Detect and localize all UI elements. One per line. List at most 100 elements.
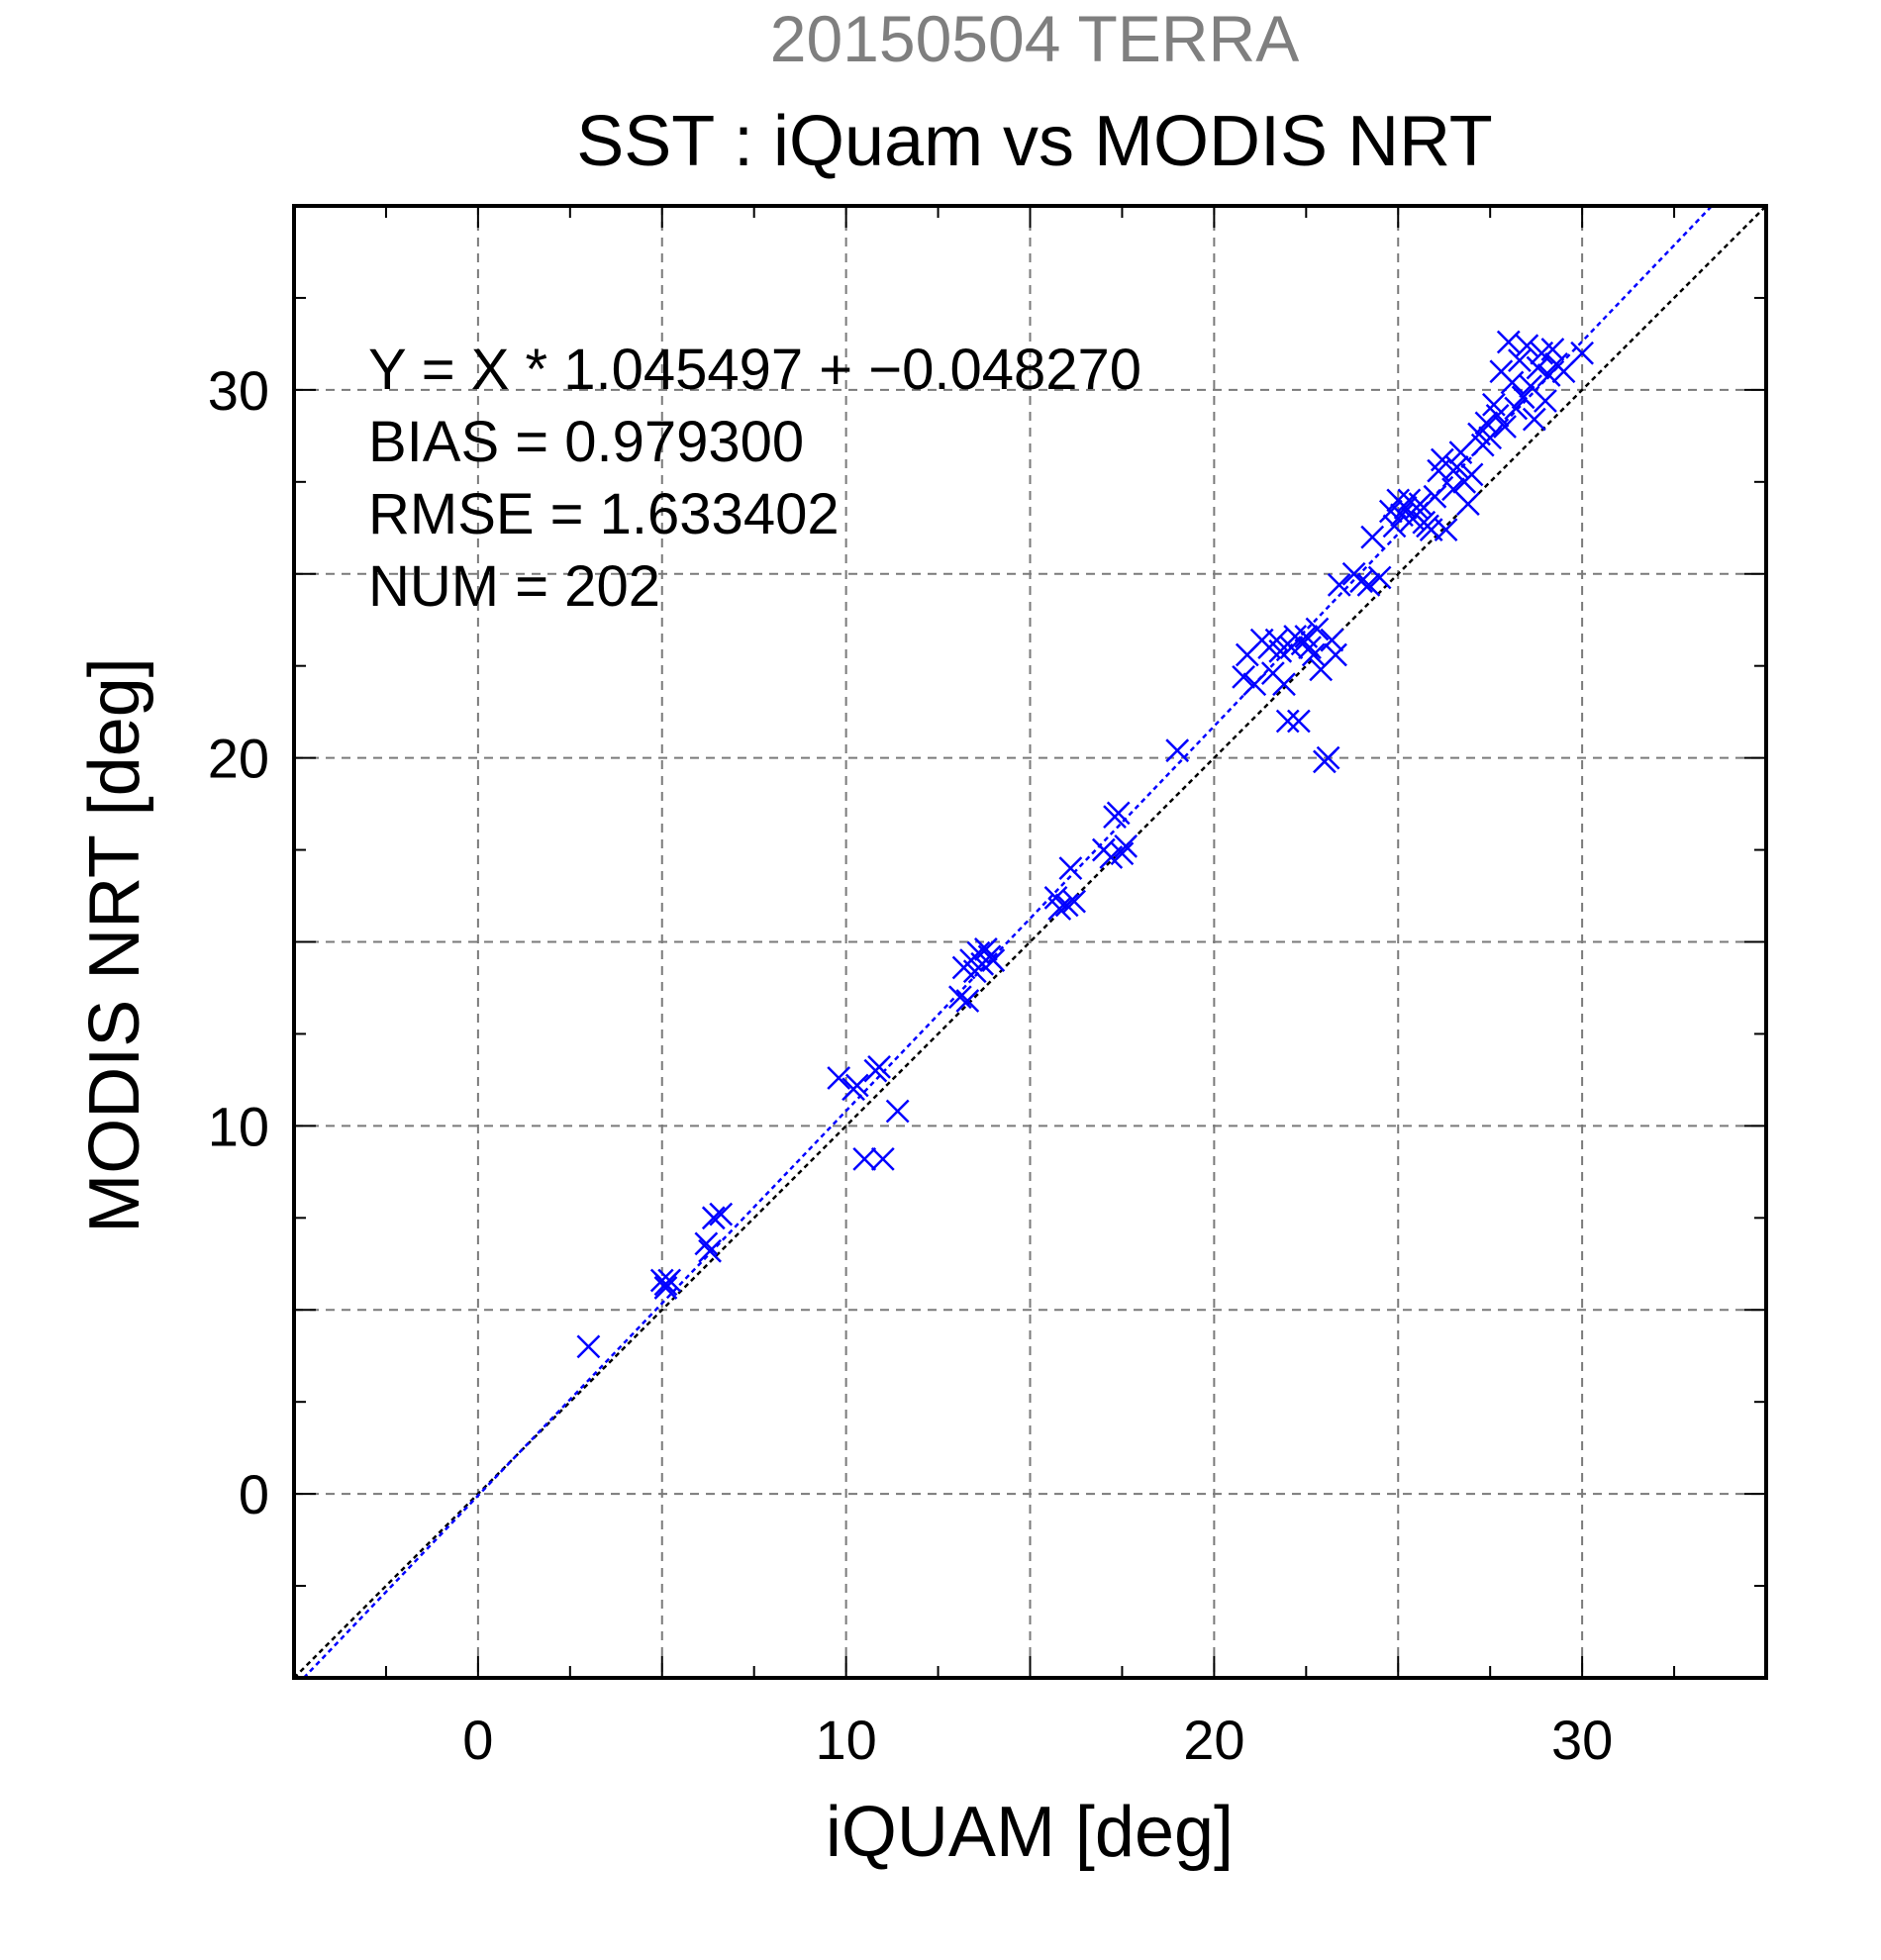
x-tick-label: 20 (1183, 1709, 1244, 1771)
x-axis-label: iQUAM [deg] (826, 1793, 1234, 1872)
data-point (844, 1073, 869, 1098)
data-point (1534, 389, 1557, 413)
data-point-stroke (844, 1073, 869, 1098)
data-point-stroke (709, 1202, 734, 1226)
data-point-stroke (885, 1099, 910, 1124)
data-point (1320, 628, 1344, 652)
data-point (1316, 745, 1340, 770)
data-point-stroke (947, 985, 972, 1010)
data-point-stroke (1106, 801, 1131, 826)
data-point (827, 1066, 851, 1090)
data-point-stroke (1242, 672, 1267, 697)
data-point-stroke (1382, 514, 1407, 539)
data-point (974, 937, 998, 961)
data-point (1508, 348, 1532, 373)
data-point-stroke (1540, 338, 1565, 361)
data-point-stroke (870, 1146, 895, 1171)
data-point-stroke (827, 1066, 851, 1090)
data-point (1522, 407, 1546, 432)
data-points (576, 330, 1595, 1359)
plot-frame (292, 204, 1768, 1680)
data-point-stroke (867, 1055, 891, 1079)
data-point (576, 1334, 601, 1359)
data-point (1423, 484, 1447, 509)
data-point-stroke (1114, 833, 1138, 858)
data-point-stroke (1534, 389, 1557, 413)
data-point-stroke (1349, 569, 1373, 594)
data-point-stroke (1305, 617, 1330, 641)
data-point (1367, 565, 1392, 590)
data-point-stroke (1327, 573, 1351, 597)
data-point (1327, 573, 1351, 597)
data-point (1305, 617, 1330, 641)
data-point (1275, 709, 1300, 734)
data-point (1526, 355, 1550, 380)
data-point (1570, 341, 1595, 365)
data-point-stroke (701, 1206, 726, 1230)
data-point (1047, 897, 1072, 921)
data-point (870, 1146, 895, 1171)
data-point-stroke (694, 1231, 719, 1256)
data-point (1360, 525, 1385, 549)
data-point (657, 1268, 682, 1293)
data-point-stroke (1393, 495, 1418, 520)
data-point-stroke (1043, 886, 1068, 910)
data-point-stroke (1504, 396, 1529, 421)
data-point (867, 1055, 891, 1079)
data-point-stroke (1232, 664, 1255, 689)
data-point-stroke (1519, 374, 1542, 399)
data-point-stroke (1062, 889, 1086, 914)
data-point (1356, 573, 1381, 597)
data-point-stroke (657, 1268, 682, 1293)
data-point (1062, 889, 1086, 914)
data-point-stroke (1286, 709, 1311, 734)
data-point (885, 1099, 910, 1124)
chart-title: SST : iQuam vs MODIS NRT (576, 102, 1493, 181)
data-point-stroke (1316, 745, 1340, 770)
data-point (1286, 709, 1311, 734)
data-point-stroke (1110, 841, 1135, 866)
data-point-stroke (1165, 738, 1190, 763)
data-point-stroke (1493, 415, 1517, 439)
data-point (1459, 462, 1484, 487)
data-point (1551, 359, 1576, 384)
data-point-stroke (698, 1238, 722, 1263)
stats-annotation-line: Y = X * 1.045497 + −0.048270 (368, 338, 1141, 402)
data-point (1165, 738, 1190, 763)
data-point-stroke (576, 1334, 601, 1359)
data-point (947, 985, 972, 1010)
data-point (1324, 642, 1347, 667)
data-point-stroke (1264, 628, 1289, 652)
stats-annotations: Y = X * 1.045497 + −0.048270 BIAS = 0.979… (368, 338, 1141, 619)
chart-supertitle: 20150504 TERRA (770, 2, 1299, 75)
data-point-stroke (981, 948, 1006, 972)
data-point (653, 1276, 678, 1300)
data-point-stroke (1378, 499, 1403, 524)
data-point (1434, 518, 1458, 542)
data-point (1349, 569, 1373, 594)
data-point-stroke (966, 940, 991, 965)
y-tick-label: 30 (208, 359, 269, 422)
data-point (1242, 672, 1267, 697)
data-point-stroke (974, 937, 998, 961)
data-point-stroke (1430, 447, 1454, 472)
data-point (1114, 833, 1138, 858)
stats-annotation-line: BIAS = 0.979300 (368, 410, 804, 474)
data-point (1493, 415, 1517, 439)
data-point (1301, 642, 1326, 667)
data-point-stroke (1522, 407, 1546, 432)
data-point-stroke (1482, 392, 1506, 417)
data-point (1393, 495, 1418, 520)
data-point-stroke (1360, 525, 1385, 549)
data-point (1272, 672, 1296, 697)
data-point (1540, 338, 1565, 361)
data-point-stroke (1570, 341, 1595, 365)
data-point-stroke (1508, 348, 1532, 373)
data-point (1430, 447, 1454, 472)
data-point (1110, 841, 1135, 866)
data-point (709, 1202, 734, 1226)
data-point (981, 948, 1006, 972)
data-point-stroke (1515, 334, 1539, 358)
data-point-stroke (1301, 642, 1326, 667)
data-point-stroke (1441, 477, 1465, 502)
